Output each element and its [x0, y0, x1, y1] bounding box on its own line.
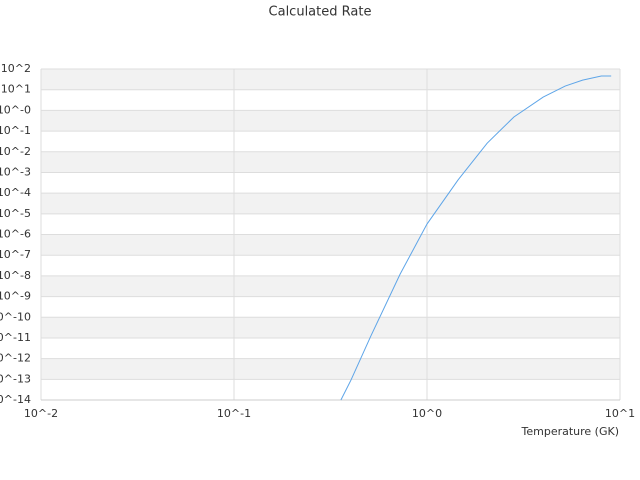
- y-tick-label: 10^-12: [0, 352, 31, 365]
- y-tick-label: 10^-1: [0, 124, 31, 137]
- y-tick-label: 10^-2: [0, 145, 31, 158]
- y-tick-label: 10^-8: [0, 269, 31, 282]
- x-tick-label: 10^1: [605, 407, 635, 420]
- grid-band: [41, 234, 620, 256]
- y-tick-label: 10^-0: [0, 103, 31, 116]
- y-tick-label: 10^-10: [0, 310, 31, 323]
- y-tick-label: 10^-4: [0, 186, 31, 199]
- y-tick-label: 10^-11: [0, 331, 31, 344]
- y-tick-label: 10^-14: [0, 393, 31, 406]
- y-tick-label: 10^1: [1, 83, 31, 96]
- x-tick-label: 10^-1: [217, 407, 251, 420]
- y-tick-label: 10^-13: [0, 372, 31, 385]
- grid-band: [41, 110, 620, 132]
- y-tick-label: 10^-7: [0, 248, 31, 261]
- grid-band: [41, 151, 620, 173]
- x-tick-label: 10^-2: [24, 407, 58, 420]
- x-tick-label: 10^0: [412, 407, 442, 420]
- grid-band: [41, 275, 620, 297]
- y-tick-label: 10^2: [1, 62, 31, 75]
- grid-band: [41, 193, 620, 214]
- y-tick-label: 10^-6: [0, 228, 31, 241]
- grid-band: [41, 358, 620, 380]
- data-line: [340, 75, 612, 401]
- y-tick-label: 10^-9: [0, 290, 31, 303]
- chart-title: Calculated Rate: [269, 5, 372, 20]
- y-tick-label: 10^-5: [0, 207, 31, 220]
- grid-band: [41, 317, 620, 338]
- grid-band: [41, 69, 620, 90]
- x-axis-title: Temperature (GK): [521, 425, 620, 438]
- y-tick-label: 10^-3: [0, 165, 31, 178]
